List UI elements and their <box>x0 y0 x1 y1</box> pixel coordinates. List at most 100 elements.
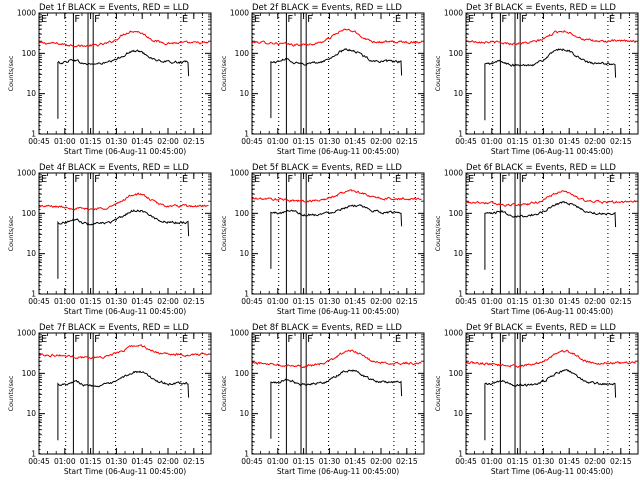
x-tick-label: 02:15 <box>396 137 418 146</box>
marker-label: F <box>287 174 293 185</box>
y-tick-label: 1 <box>244 450 249 459</box>
marker-label: F <box>94 334 100 345</box>
y-tick-label: 1000 <box>17 169 36 178</box>
marker-label: E <box>468 14 474 25</box>
plot-frame <box>251 172 425 295</box>
marker-label: F <box>307 174 313 185</box>
marker-label: F <box>521 174 527 185</box>
x-axis-label: Start Time (06-Aug-11 00:45:00) <box>491 147 613 156</box>
y-axis-label: Counts/sec <box>7 375 15 411</box>
y-axis-label: Counts/sec <box>220 215 228 251</box>
marker-label: F <box>521 14 527 25</box>
y-tick-label: 10 <box>26 89 36 98</box>
panel-title: Det 2f BLACK = Events, RED = LLD <box>252 3 402 13</box>
x-tick-label: 00:45 <box>241 137 263 146</box>
y-tick-label: 100 <box>235 209 250 218</box>
y-tick-label: 100 <box>22 209 37 218</box>
panel: Det 8f BLACK = Events, RED = LLD Counts/s… <box>220 323 425 476</box>
events-series-line <box>57 49 190 119</box>
x-tick-label: 01:45 <box>344 297 366 306</box>
x-tick-label: 02:15 <box>183 297 205 306</box>
marker-label: F <box>287 334 293 345</box>
x-tick-label: 01:00 <box>481 137 503 146</box>
y-tick-label: 100 <box>235 369 250 378</box>
x-tick-label: 01:15 <box>507 137 529 146</box>
x-axis-label: Start Time (06-Aug-11 00:45:00) <box>277 307 399 316</box>
y-tick-label: 1 <box>31 130 36 139</box>
plot-frame <box>465 172 639 295</box>
x-tick-label: 02:15 <box>183 137 205 146</box>
x-tick-label: 02:00 <box>370 297 392 306</box>
panel: Det 2f BLACK = Events, RED = LLD Counts/s… <box>220 3 425 156</box>
x-tick-label: 00:45 <box>455 137 477 146</box>
events-series-line <box>270 369 403 439</box>
x-tick-label: 01:45 <box>131 137 153 146</box>
marker-label: E <box>395 334 401 345</box>
plot-frame <box>251 332 425 455</box>
x-tick-label: 02:15 <box>183 457 205 466</box>
events-series-line <box>57 209 190 279</box>
y-tick-label: 1000 <box>444 329 463 338</box>
y-tick-label: 1 <box>458 290 463 299</box>
y-tick-label: 1000 <box>444 9 463 18</box>
x-tick-label: 01:00 <box>54 457 76 466</box>
plot-frame <box>251 12 425 135</box>
lld-series-line <box>465 349 636 369</box>
y-tick-label: 10 <box>239 409 249 418</box>
x-tick-label: 01:15 <box>507 457 529 466</box>
panel-title: Det 6f BLACK = Events, RED = LLD <box>466 163 616 173</box>
marker-label: E <box>254 334 260 345</box>
panel-title: Det 1f BLACK = Events, RED = LLD <box>39 3 189 13</box>
x-tick-label: 00:45 <box>241 297 263 306</box>
x-tick-label: 01:00 <box>54 137 76 146</box>
x-tick-label: 02:00 <box>157 457 179 466</box>
y-axis-label: Counts/sec <box>434 55 442 91</box>
marker-label: E <box>609 14 615 25</box>
panel-title: Det 8f BLACK = Events, RED = LLD <box>252 323 402 333</box>
x-tick-label: 01:00 <box>54 297 76 306</box>
x-tick-label: 01:15 <box>80 137 102 146</box>
events-series-line <box>57 370 190 441</box>
marker-label: F <box>501 14 507 25</box>
lld-series-line <box>251 28 422 47</box>
marker-label: F <box>501 334 507 345</box>
y-tick-label: 10 <box>453 409 463 418</box>
panel: Det 7f BLACK = Events, RED = LLD Counts/s… <box>7 323 212 476</box>
marker-label: F <box>307 14 313 25</box>
x-axis-label: Start Time (06-Aug-11 00:45:00) <box>491 467 613 476</box>
y-tick-label: 1 <box>458 130 463 139</box>
plot-frame <box>465 332 639 455</box>
marker-label: E <box>254 174 260 185</box>
x-tick-label: 02:00 <box>370 457 392 466</box>
x-axis-label: Start Time (06-Aug-11 00:45:00) <box>277 467 399 476</box>
x-tick-label: 01:15 <box>507 297 529 306</box>
lld-series-line <box>38 344 209 360</box>
x-tick-label: 02:15 <box>610 457 632 466</box>
y-tick-label: 1000 <box>230 329 249 338</box>
x-axis-label: Start Time (06-Aug-11 00:45:00) <box>277 147 399 156</box>
panel-title: Det 9f BLACK = Events, RED = LLD <box>466 323 616 333</box>
events-series-line <box>484 48 617 121</box>
x-tick-label: 00:45 <box>28 137 50 146</box>
x-tick-label: 01:30 <box>106 297 128 306</box>
x-tick-label: 01:30 <box>533 297 555 306</box>
events-series-line <box>270 204 403 269</box>
lld-series-line <box>38 30 209 48</box>
x-tick-label: 01:45 <box>558 297 580 306</box>
x-tick-label: 01:45 <box>344 137 366 146</box>
x-tick-label: 01:00 <box>267 457 289 466</box>
x-tick-label: 00:45 <box>455 297 477 306</box>
lld-series-line <box>465 190 636 207</box>
y-axis-label: Counts/sec <box>7 215 15 251</box>
y-tick-label: 1 <box>458 450 463 459</box>
x-tick-label: 01:15 <box>293 297 315 306</box>
x-tick-label: 01:45 <box>344 457 366 466</box>
panel: Det 6f BLACK = Events, RED = LLD Counts/s… <box>434 163 639 316</box>
panel: Det 3f BLACK = Events, RED = LLD Counts/s… <box>434 3 639 156</box>
x-tick-label: 02:00 <box>157 297 179 306</box>
events-series-line <box>270 47 403 119</box>
y-tick-label: 10 <box>453 89 463 98</box>
x-tick-label: 01:30 <box>319 137 341 146</box>
y-tick-label: 1 <box>244 290 249 299</box>
